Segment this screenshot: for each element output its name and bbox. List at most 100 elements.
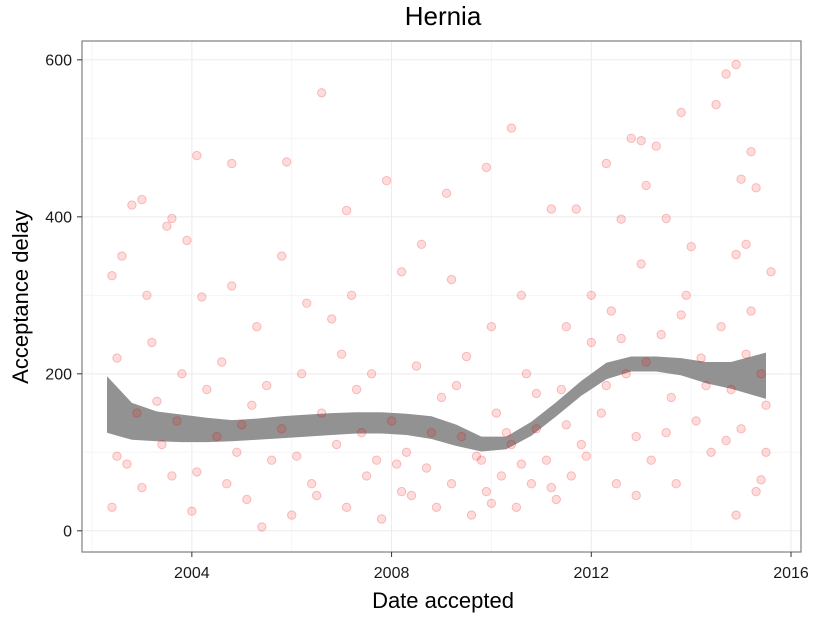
data-point: [631, 490, 641, 501]
data-point: [506, 439, 517, 450]
data-point: [476, 455, 487, 465]
data-point: [396, 486, 407, 497]
x-tick-label: 2016: [773, 565, 809, 582]
data-point: [661, 428, 671, 438]
data-point: [381, 176, 392, 186]
y-tick-label: 400: [45, 209, 72, 226]
x-axis: 2004 2008 2012 2016: [174, 552, 809, 582]
x-tick-label: 2008: [374, 565, 410, 582]
data-point: [741, 239, 751, 250]
data-point: [336, 349, 347, 359]
data-point: [531, 424, 542, 434]
data-point: [576, 439, 586, 450]
data-point: [731, 249, 741, 260]
data-point: [636, 136, 646, 146]
data-point: [307, 479, 317, 489]
data-point: [756, 369, 766, 379]
data-point: [721, 69, 731, 79]
data-point: [696, 353, 706, 363]
data-point: [491, 408, 502, 418]
data-point: [481, 162, 492, 173]
data-point: [546, 482, 556, 493]
data-point: [112, 353, 122, 363]
data-point: [227, 281, 237, 291]
data-point: [197, 292, 207, 302]
data-point: [107, 502, 117, 512]
data-point: [361, 471, 372, 481]
scatter-points: [107, 59, 776, 532]
data-point: [456, 431, 467, 442]
data-point: [616, 214, 626, 224]
data-point: [676, 310, 686, 320]
data-point: [237, 420, 247, 430]
data-point: [531, 388, 542, 399]
data-point: [616, 333, 626, 344]
data-point: [351, 384, 362, 395]
data-point: [192, 150, 202, 161]
data-point: [546, 204, 556, 214]
data-point: [152, 396, 162, 406]
data-point: [566, 471, 576, 481]
data-point: [277, 251, 287, 261]
data-point: [317, 88, 327, 98]
data-point: [107, 271, 117, 281]
data-point: [287, 510, 297, 520]
data-point: [706, 447, 716, 457]
data-point: [641, 357, 651, 367]
data-point: [516, 290, 527, 300]
data-point: [586, 290, 596, 300]
data-point: [486, 498, 497, 508]
data-point: [506, 123, 517, 133]
data-point: [671, 479, 681, 489]
data-point: [646, 455, 656, 465]
chart-title: Hernia: [405, 1, 482, 31]
data-point: [327, 314, 337, 324]
data-point: [331, 439, 342, 450]
data-point: [222, 479, 232, 489]
data-point: [716, 322, 726, 332]
data-point: [167, 213, 177, 224]
data-point: [406, 490, 417, 501]
data-point: [137, 482, 147, 493]
data-point: [556, 384, 566, 395]
data-point: [157, 439, 167, 450]
data-point: [356, 428, 367, 438]
y-tick-label: 600: [45, 52, 72, 69]
x-tick-label: 2004: [174, 565, 210, 582]
data-point: [257, 522, 267, 532]
data-point: [641, 180, 651, 191]
data-point: [277, 424, 287, 434]
data-point: [471, 451, 482, 461]
gridlines: [82, 41, 801, 552]
data-point: [766, 267, 776, 277]
data-point: [516, 459, 527, 469]
data-point: [192, 467, 202, 477]
y-tick-label: 0: [63, 523, 72, 540]
data-point: [711, 99, 721, 110]
data-point: [691, 416, 701, 426]
data-point: [137, 194, 147, 205]
data-point: [656, 329, 666, 340]
data-point: [302, 298, 312, 308]
data-point: [217, 357, 227, 367]
data-point: [187, 506, 197, 516]
data-point: [736, 424, 746, 434]
data-point: [461, 351, 472, 362]
data-point: [626, 133, 636, 144]
data-point: [366, 369, 377, 379]
data-point: [631, 431, 641, 442]
data-point: [751, 183, 761, 193]
data-point: [611, 479, 621, 489]
data-point: [686, 242, 696, 252]
data-point: [122, 459, 132, 469]
data-point: [147, 337, 157, 348]
data-point: [142, 290, 152, 300]
data-point: [746, 306, 756, 316]
data-point: [511, 502, 522, 512]
data-point: [212, 431, 222, 442]
data-point: [721, 435, 731, 446]
data-point: [247, 400, 257, 410]
data-point: [391, 459, 402, 469]
data-point: [681, 290, 691, 300]
